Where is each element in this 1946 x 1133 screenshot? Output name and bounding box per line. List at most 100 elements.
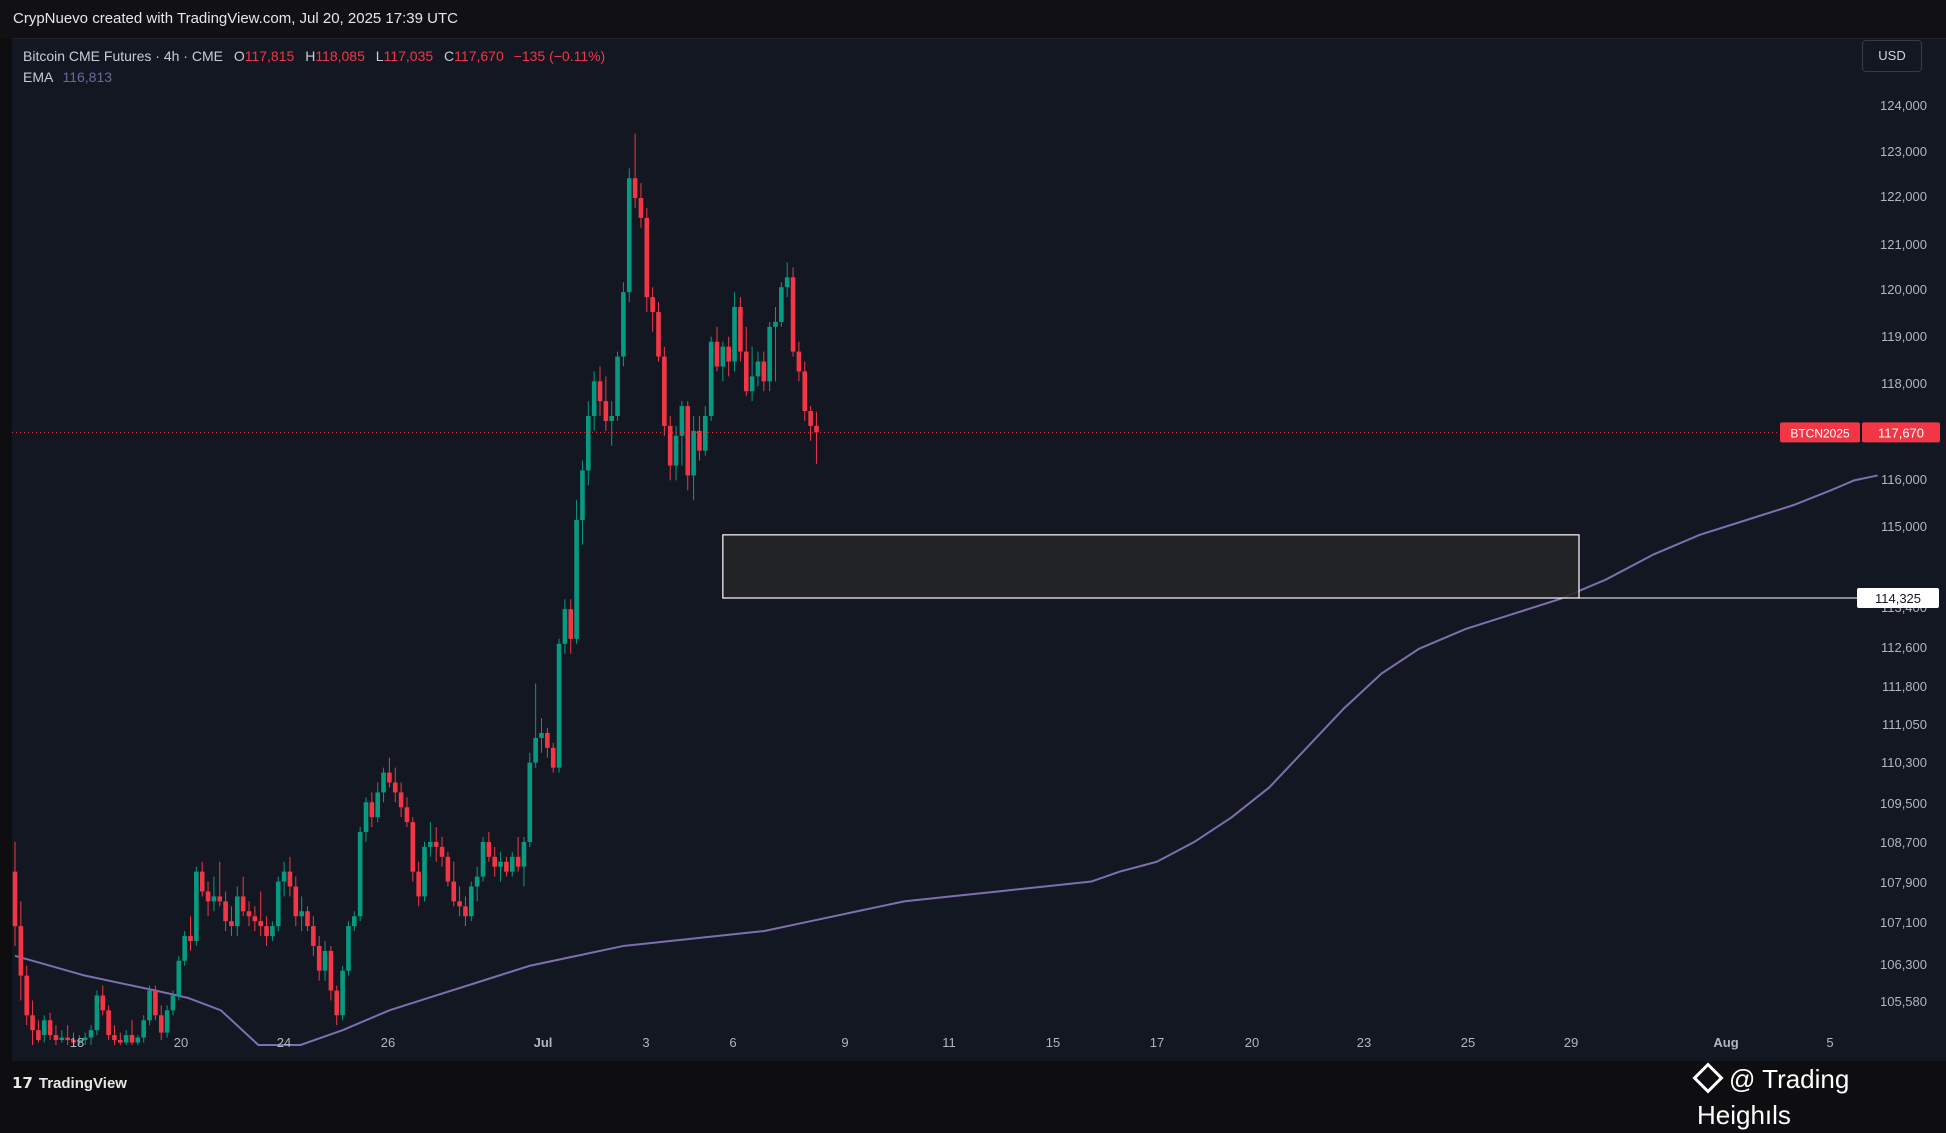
candle	[609, 401, 614, 446]
candle	[112, 1025, 117, 1045]
candle	[802, 361, 808, 421]
candle	[194, 866, 199, 946]
candle	[638, 183, 644, 228]
attribution-bar: CrypNuevo created with TradingView.com, …	[0, 0, 1946, 38]
candle-body	[527, 762, 533, 842]
candle	[334, 985, 340, 1026]
candle	[480, 836, 486, 882]
candle-body	[158, 1015, 164, 1033]
candle-body	[550, 747, 556, 768]
price-tick-label: 111,800	[1882, 679, 1927, 694]
candle-body	[439, 846, 445, 857]
time-tick-label: 23	[1357, 1035, 1371, 1050]
candle	[428, 822, 433, 857]
candle	[305, 906, 310, 932]
tradingview-brand: TradingView	[38, 1075, 127, 1092]
candle	[556, 638, 562, 773]
candle-body	[36, 1030, 41, 1041]
candle-body	[176, 960, 182, 996]
candle	[492, 846, 497, 877]
candle	[147, 985, 152, 1026]
candle-body	[480, 841, 486, 877]
candle	[790, 267, 796, 357]
candle	[708, 336, 714, 421]
candle	[767, 321, 772, 392]
price-chart[interactable]: 124,000 123,000 122,000 121,000 120,000 119,0…	[12, 39, 1946, 1062]
low-label: L	[375, 48, 384, 64]
candle	[580, 460, 585, 545]
candle	[41, 1015, 47, 1043]
candle	[679, 401, 685, 466]
candle-body	[568, 609, 574, 639]
candle	[527, 752, 533, 847]
chart-pane[interactable]: 124,000 123,000 122,000 121,000 120,000 119,0…	[12, 38, 1946, 1062]
symbol-title[interactable]: Bitcoin CME Futures · 4h · CME	[23, 48, 223, 64]
candle	[129, 1020, 135, 1045]
candle	[205, 881, 211, 917]
tradingview-logo[interactable]: 𝟭𝟳 TradingView	[12, 1074, 127, 1092]
currency-button[interactable]: USD	[1862, 40, 1922, 72]
candle-body	[469, 886, 474, 917]
candle-body	[743, 351, 749, 392]
candle-body	[691, 430, 696, 476]
candle-body	[392, 782, 398, 793]
candle	[662, 346, 667, 436]
highlight-zone-box[interactable]	[722, 534, 1580, 599]
candle-body	[445, 856, 451, 882]
candle-body	[626, 178, 632, 293]
open-value: 117,815	[244, 48, 295, 64]
price-tick-label: 105,580	[1880, 994, 1927, 1009]
candle	[281, 861, 287, 897]
candle	[287, 856, 293, 897]
time-tick-label: 25	[1461, 1035, 1475, 1050]
candle-body	[755, 361, 761, 377]
price-tick-label: 110,300	[1881, 755, 1927, 770]
candle-body	[311, 926, 316, 946]
time-tick-label: 18	[70, 1035, 84, 1050]
candle-body	[428, 841, 433, 847]
candle	[240, 876, 246, 917]
candle	[761, 351, 767, 392]
candle-body	[229, 921, 234, 927]
candle	[322, 940, 328, 981]
candle-body	[264, 926, 269, 937]
candle	[568, 599, 574, 654]
candle-body	[65, 1037, 70, 1041]
candle	[352, 911, 357, 932]
candle	[182, 931, 187, 966]
candle-body	[129, 1035, 135, 1043]
price-tick-label: 107,900	[1880, 875, 1927, 890]
candle	[808, 406, 813, 441]
price-tick-label: 120,000	[1880, 282, 1927, 297]
ema-label[interactable]: EMA	[23, 69, 53, 85]
candle-body	[796, 351, 802, 372]
candle	[71, 1032, 76, 1045]
time-tick-label: 11	[942, 1035, 956, 1050]
candle	[603, 376, 609, 431]
candle-body	[281, 871, 287, 882]
candle-body	[591, 381, 597, 416]
candle-body	[82, 1037, 88, 1041]
candle	[773, 307, 778, 382]
candle-body	[381, 772, 386, 793]
candle	[597, 366, 603, 416]
candle-body	[714, 341, 720, 367]
change-value: −135 (−0.11%)	[513, 48, 606, 64]
candle	[199, 861, 205, 897]
candle	[346, 921, 351, 976]
time-tick-label: 17	[1150, 1035, 1164, 1050]
candle-body	[240, 896, 246, 912]
candle	[796, 341, 802, 382]
candle	[416, 861, 421, 907]
candle	[784, 262, 790, 298]
candle-body	[562, 609, 568, 644]
candle-body	[504, 861, 509, 872]
candle	[469, 881, 474, 922]
candle	[509, 851, 515, 877]
candle-body	[340, 970, 345, 1016]
candle-body	[463, 906, 468, 917]
candle-body	[574, 519, 579, 639]
candle-body	[632, 178, 638, 199]
candle	[299, 896, 304, 932]
candle-body	[708, 341, 714, 416]
